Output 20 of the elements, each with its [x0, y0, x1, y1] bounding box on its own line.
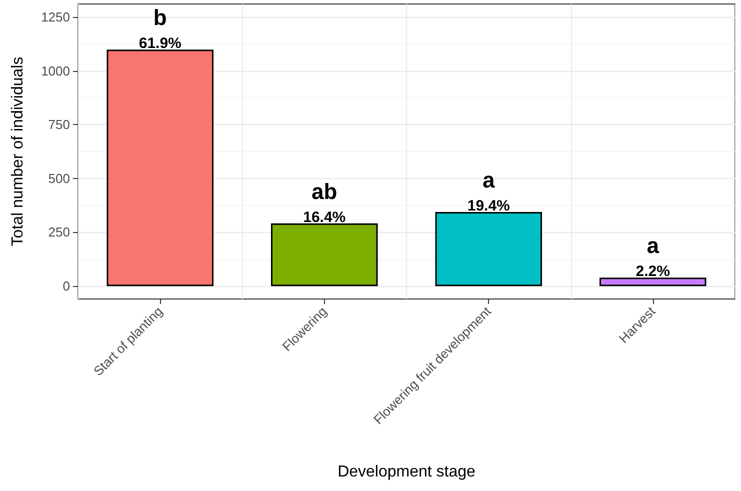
- annotation: a: [482, 168, 496, 193]
- y-tick-label: 500: [48, 170, 70, 186]
- annotation: 61.9%: [138, 35, 182, 52]
- y-tick-label: 0: [62, 278, 70, 294]
- y-tick-label: 750: [48, 117, 70, 132]
- annotation: a: [646, 233, 660, 258]
- bar: [106, 50, 214, 286]
- y-tick-label: 1250: [41, 9, 70, 24]
- y-tick-label: 250: [48, 224, 70, 240]
- annotation: 19.4%: [467, 198, 510, 215]
- x-axis-title: Development stage: [338, 464, 476, 480]
- bar: [270, 223, 378, 286]
- annotation: b: [153, 5, 167, 30]
- annotation: 2.2%: [636, 263, 670, 280]
- annotation: ab: [312, 178, 338, 204]
- annotation: 16.4%: [303, 208, 346, 226]
- bar: [599, 278, 706, 286]
- y-tick-label: 1000: [41, 63, 70, 78]
- bar: [435, 212, 542, 286]
- y-axis-title: Total number of individuals: [10, 56, 26, 246]
